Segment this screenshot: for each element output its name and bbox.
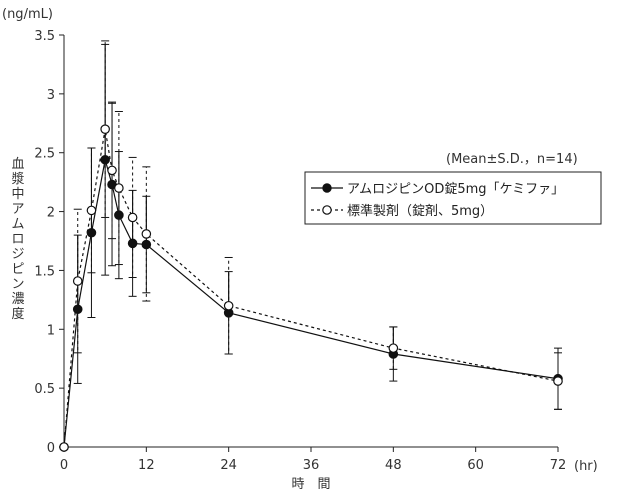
legend: アムロジピンOD錠5mg「ケミファ」 標準製剤（錠剤、5mg） (304, 171, 602, 225)
x-tick-label: 24 (220, 458, 237, 473)
data-point-test (100, 154, 110, 165)
legend-label-test: アムロジピンOD錠5mg「ケミファ」 (347, 182, 564, 197)
x-tick-label: 36 (303, 458, 320, 473)
stats-annotation: (Mean±S.D.，n=14) (446, 152, 578, 167)
data-point-test (86, 227, 97, 238)
y-tick-label: 1 (47, 323, 55, 338)
x-tick-label: 60 (467, 458, 484, 473)
y-tick-label: 2.5 (34, 147, 55, 162)
data-point-reference (127, 212, 138, 223)
data-point-test (141, 239, 152, 250)
data-point-reference (72, 276, 83, 286)
data-point-reference (114, 183, 124, 193)
data-point-reference (223, 300, 234, 311)
data-point-test (72, 304, 83, 315)
series-markers (59, 124, 563, 452)
y-tick-label: 0 (47, 441, 55, 456)
y-tick-label: 3 (47, 88, 55, 103)
y-tick-label: 3.5 (34, 29, 55, 44)
legend-label-reference: 標準製剤（錠剤、5mg） (347, 203, 493, 219)
legend-box (304, 171, 602, 225)
y-axis-label: 血漿中アムロジピン濃度 (11, 157, 24, 322)
x-tick-label: 72 (550, 458, 567, 473)
error-bars (73, 40, 562, 410)
data-point-reference (107, 165, 117, 176)
data-point-reference (86, 205, 97, 216)
legend-marker-reference (322, 205, 332, 215)
data-point-reference (388, 343, 399, 353)
data-point-test (114, 210, 124, 220)
x-tick-label: 12 (138, 458, 155, 473)
y-axis-unit: (ng/mL) (2, 7, 53, 22)
x-tick-label: 48 (385, 458, 402, 473)
x-axis-label: 時 間 (291, 477, 330, 492)
data-point-reference (59, 442, 69, 452)
data-point-test (127, 238, 138, 249)
data-point-reference (553, 376, 563, 386)
axes: 0 0.5 1 1.5 2 2.5 3 3.5 0 12 24 36 48 60 72 (34, 29, 566, 473)
x-tick-label: 0 (60, 458, 68, 473)
data-point-reference (100, 124, 110, 134)
series-line-reference (63, 129, 559, 448)
legend-marker-test (322, 183, 332, 193)
y-tick-label: 0.5 (34, 382, 55, 397)
y-tick-label: 2 (47, 206, 55, 221)
data-point-reference (141, 229, 152, 239)
x-axis-unit: (hr) (574, 459, 598, 474)
y-tick-label: 1.5 (34, 264, 55, 279)
